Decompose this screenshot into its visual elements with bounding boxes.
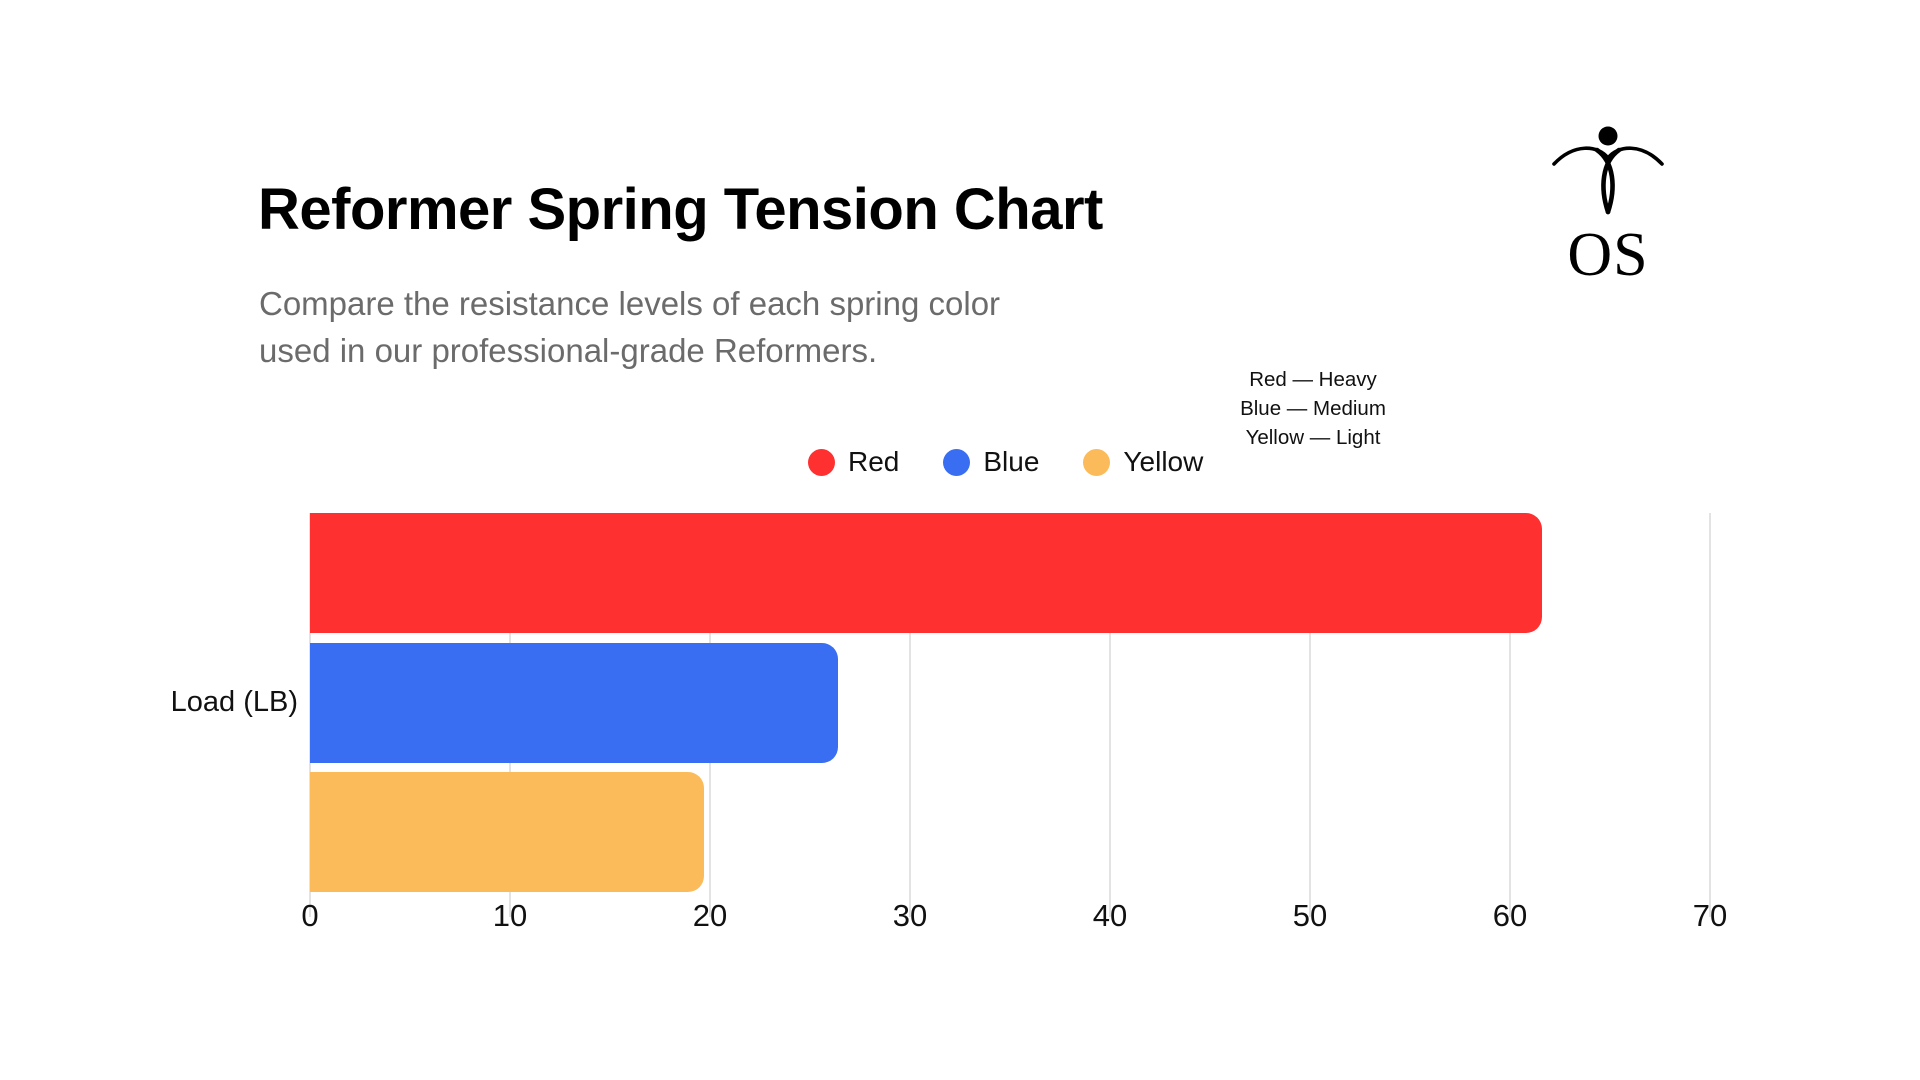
- legend-item-red: Red: [808, 446, 899, 478]
- annotation-line-3: Yellow — Light: [1245, 426, 1381, 449]
- annotation-line-1: Red — Heavy: [1249, 368, 1377, 391]
- x-tick-20: 20: [692, 898, 728, 933]
- chart-legend: Red Blue Yellow: [808, 446, 1203, 478]
- x-tick-0: 0: [301, 898, 319, 933]
- chart-subtitle: Compare the resistance levels of each sp…: [259, 280, 1000, 374]
- x-axis: 0 10 20 30 40 50 60 70: [301, 898, 1727, 938]
- bar-yellow: [310, 772, 704, 892]
- y-axis-label: Load (LB): [170, 686, 298, 718]
- gridline-40: [1109, 513, 1111, 917]
- x-tick-60: 60: [1492, 898, 1528, 933]
- annotation-line-2: Blue — Medium: [1240, 397, 1386, 420]
- bar-blue: [310, 642, 838, 763]
- legend-swatch-blue-icon: [943, 448, 971, 476]
- x-tick-50: 50: [1292, 898, 1328, 933]
- legend-item-yellow: Yellow: [1083, 446, 1203, 478]
- x-tick-70: 70: [1692, 898, 1728, 933]
- gridline-70: [1709, 513, 1711, 917]
- brand-logo: OS: [1550, 120, 1666, 289]
- legend-label: Blue: [983, 446, 1040, 477]
- x-tick-30: 30: [892, 898, 928, 933]
- legend-swatch-yellow-icon: [1083, 448, 1111, 476]
- legend-swatch-red-icon: [808, 448, 835, 476]
- subtitle-line-1: Compare the resistance levels of each sp…: [259, 285, 1001, 322]
- subtitle-line-2: used in our professional-grade Reformers…: [259, 332, 878, 369]
- legend-label: Red: [848, 446, 900, 477]
- bar-red: [310, 513, 1542, 633]
- pilates-figure-icon: [1552, 126, 1664, 215]
- x-tick-10: 10: [492, 898, 528, 933]
- plot-area: [309, 513, 1711, 917]
- chart-title: Reformer Spring Tension Chart: [258, 177, 1103, 242]
- legend-item-blue: Blue: [943, 446, 1039, 478]
- legend-label: Yellow: [1123, 446, 1204, 477]
- spring-key-annotation: Red — Heavy Blue — Medium Yellow — Light: [1163, 365, 1463, 452]
- gridline-30: [909, 513, 911, 917]
- gridline-60: [1509, 513, 1511, 917]
- logo-text: OS: [1567, 221, 1649, 289]
- x-tick-40: 40: [1092, 898, 1128, 933]
- gridline-50: [1309, 513, 1311, 917]
